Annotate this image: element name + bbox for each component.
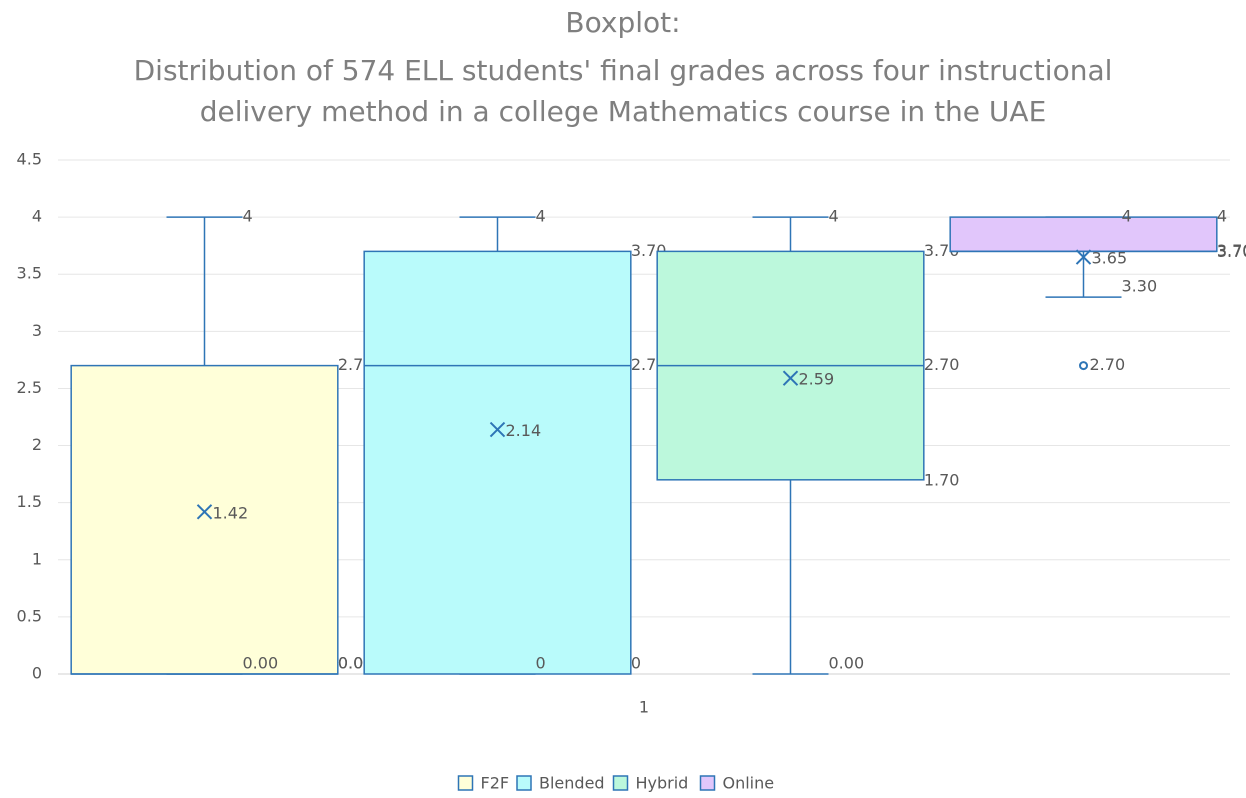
data-label: 4 [1217,207,1227,226]
data-label: 2.70 [1090,355,1126,374]
legend-swatch [699,775,716,791]
box [70,364,339,675]
legend-swatch [457,775,474,791]
legend-label: Blended [539,774,605,793]
mean-marker [196,504,213,520]
legend-swatch [612,775,629,791]
data-label: 0 [631,654,641,673]
y-tick-label: 3.5 [17,264,42,283]
data-label: 4 [1122,207,1132,226]
y-tick-label: 0 [32,664,42,683]
data-label: 3.30 [1122,277,1158,296]
y-tick-label: 0.5 [17,606,42,625]
box [363,250,632,675]
legend-swatch [516,775,532,791]
data-label: 2.14 [506,421,542,440]
y-tick-label: 4.5 [17,150,42,169]
chart-title: Boxplot: [565,6,680,39]
data-label: 0 [536,654,546,673]
y-tick-label: 4 [32,207,42,226]
chart-title: Distribution of 574 ELL students' final … [134,54,1113,87]
data-label: 1.70 [924,470,960,489]
data-label: 0.00 [829,654,865,673]
y-tick-label: 3 [32,321,42,340]
mean-marker [489,421,506,438]
outlier [1079,361,1088,371]
y-tick-label: 2 [32,435,42,454]
box [949,216,1218,253]
legend-label: F2F [481,774,510,793]
y-tick-label: 1 [32,549,42,568]
data-label: 4 [536,207,546,226]
data-label: 3.70 [1217,242,1246,261]
data-label: 3.65 [1092,249,1128,268]
data-label: 2.59 [799,370,835,389]
y-tick-label: 1.5 [17,492,42,511]
data-label: 3.70 [1217,241,1246,260]
data-label: 2.70 [924,355,960,374]
chart-title: delivery method in a college Mathematics… [200,95,1047,128]
data-label: 4 [829,207,839,226]
mean-marker [782,370,799,386]
data-label: 1.42 [213,503,249,522]
data-label: 0.00 [243,654,279,673]
data-label: 4 [243,207,253,226]
y-tick-label: 2.5 [17,378,42,397]
legend-label: Hybrid [636,774,689,793]
x-tick-label: 1 [639,698,649,717]
legend-label: Online [723,774,775,793]
mean-marker [1075,249,1092,265]
